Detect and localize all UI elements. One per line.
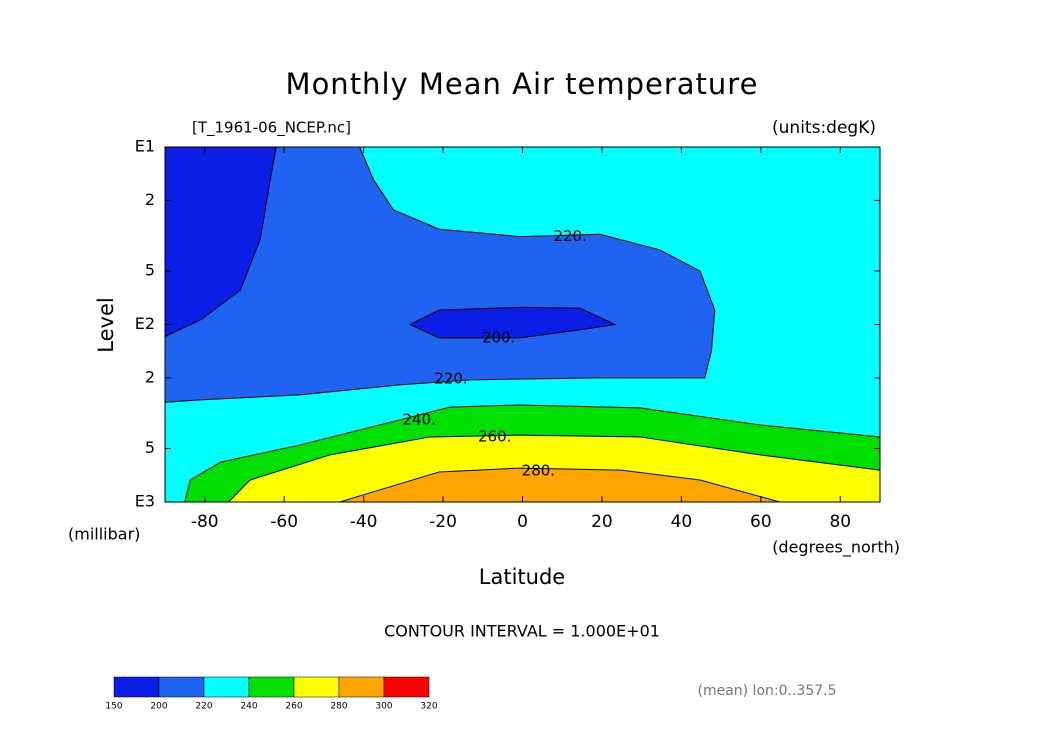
- colorbar-label: 300: [375, 702, 392, 712]
- colorbar-label: 280: [330, 702, 347, 712]
- x-tick-label: 20: [591, 512, 613, 532]
- x-tick-label: -80: [191, 512, 219, 532]
- chart-title: Monthly Mean Air temperature: [286, 67, 759, 101]
- x-tick-label: 60: [750, 512, 772, 532]
- y-tick-label: E1: [135, 137, 155, 156]
- colorbar-label: 220: [195, 702, 212, 712]
- contour-label: 220.: [434, 370, 467, 388]
- contour-region: [339, 467, 781, 502]
- colorbar-label: 200: [150, 702, 167, 712]
- contour-label: 280.: [522, 461, 555, 479]
- plot-area: 220. 200. 220. 240. 260. 280.: [165, 147, 880, 502]
- contour-label: 260.: [478, 427, 511, 445]
- colorbar-box: [113, 676, 160, 698]
- contour-region: [165, 147, 716, 403]
- x-axis-label: Latitude: [479, 565, 565, 589]
- note: (mean) lon:0..357.5: [697, 683, 836, 699]
- y-axis-label: Level: [94, 297, 118, 352]
- colorbar-box: [158, 676, 205, 698]
- x-tick-label: -40: [350, 512, 378, 532]
- y-tick-label: 5: [145, 261, 155, 280]
- subtitle-left: [T_1961-06_NCEP.nc]: [192, 119, 351, 138]
- y-tick-label: 2: [145, 367, 155, 386]
- x-tick-label: 80: [829, 512, 851, 532]
- colorbar-box: [248, 676, 295, 698]
- x-tick-label: -60: [270, 512, 298, 532]
- x-axis-unit: (degrees_north): [772, 538, 900, 558]
- colorbar-box: [203, 676, 250, 698]
- contour-label: 200.: [482, 328, 515, 346]
- contour-label: 220.: [553, 227, 586, 245]
- colorbar-box: [383, 676, 430, 698]
- y-axis-unit: (millibar): [68, 525, 140, 544]
- contour-label: 240.: [403, 410, 436, 428]
- y-tick-label: 2: [145, 190, 155, 209]
- contour-region: [165, 147, 277, 338]
- colorbar-label: 260: [285, 702, 302, 712]
- y-tick-label: 5: [145, 438, 155, 457]
- x-tick-label: -20: [429, 512, 457, 532]
- colorbar-label: 150: [105, 702, 122, 712]
- subtitle-right: (units:degK): [772, 118, 876, 138]
- colorbar-box: [293, 676, 340, 698]
- footer: CONTOUR INTERVAL = 1.000E+01: [384, 622, 660, 641]
- colorbar-label: 320: [420, 702, 437, 712]
- y-tick-label: E2: [135, 314, 155, 333]
- y-tick-label: E3: [135, 492, 155, 511]
- colorbar-label: 240: [240, 702, 257, 712]
- x-tick-label: 40: [671, 512, 693, 532]
- x-tick-label: 0: [517, 512, 528, 532]
- colorbar-box: [338, 676, 385, 698]
- contour-region: [408, 306, 617, 339]
